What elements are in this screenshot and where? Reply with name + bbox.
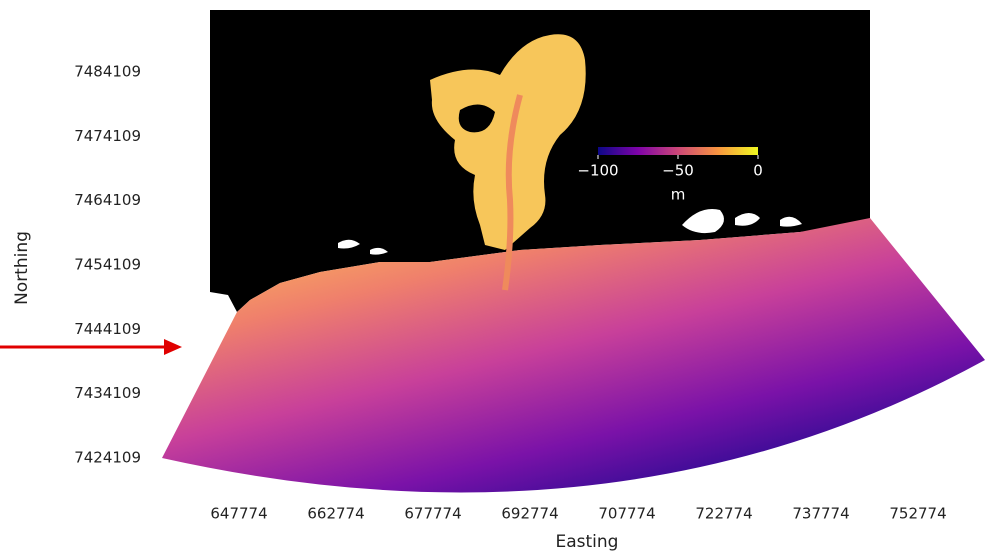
arrow-head: [164, 339, 182, 355]
x-tick-label: 647774: [210, 505, 267, 523]
x-axis-label: Easting: [556, 532, 619, 552]
y-tick-label: 7464109: [74, 191, 141, 209]
colorbar: [598, 147, 758, 155]
island: [780, 216, 802, 227]
island: [338, 239, 360, 249]
y-tick-label: 7484109: [74, 63, 141, 81]
y-tick-label: 7444109: [74, 320, 141, 338]
y-tick-label: 7474109: [74, 127, 141, 145]
colorbar-tick-label: −100: [577, 162, 618, 180]
bathymetry: [162, 218, 985, 493]
y-tick-label: 7454109: [74, 256, 141, 274]
x-tick-label: 692774: [501, 505, 558, 523]
x-tick-label: 737774: [792, 505, 849, 523]
y-axis-label: Northing: [12, 231, 32, 305]
colorbar-tick-label: −50: [662, 162, 694, 180]
estuary-lagoon: [458, 104, 495, 133]
x-tick-label: 752774: [889, 505, 946, 523]
y-tick-label: 7424109: [74, 448, 141, 466]
y-tick-label: 7434109: [74, 384, 141, 402]
x-tick-label: 677774: [404, 505, 461, 523]
x-tick-label: 662774: [307, 505, 364, 523]
island: [370, 247, 388, 255]
colorbar-tick-label: 0: [753, 162, 763, 180]
x-tick-label: 707774: [598, 505, 655, 523]
channel: [502, 94, 523, 291]
island: [682, 209, 724, 234]
island: [735, 213, 760, 226]
colorbar-label: m: [671, 186, 686, 204]
x-tick-label: 722774: [695, 505, 752, 523]
